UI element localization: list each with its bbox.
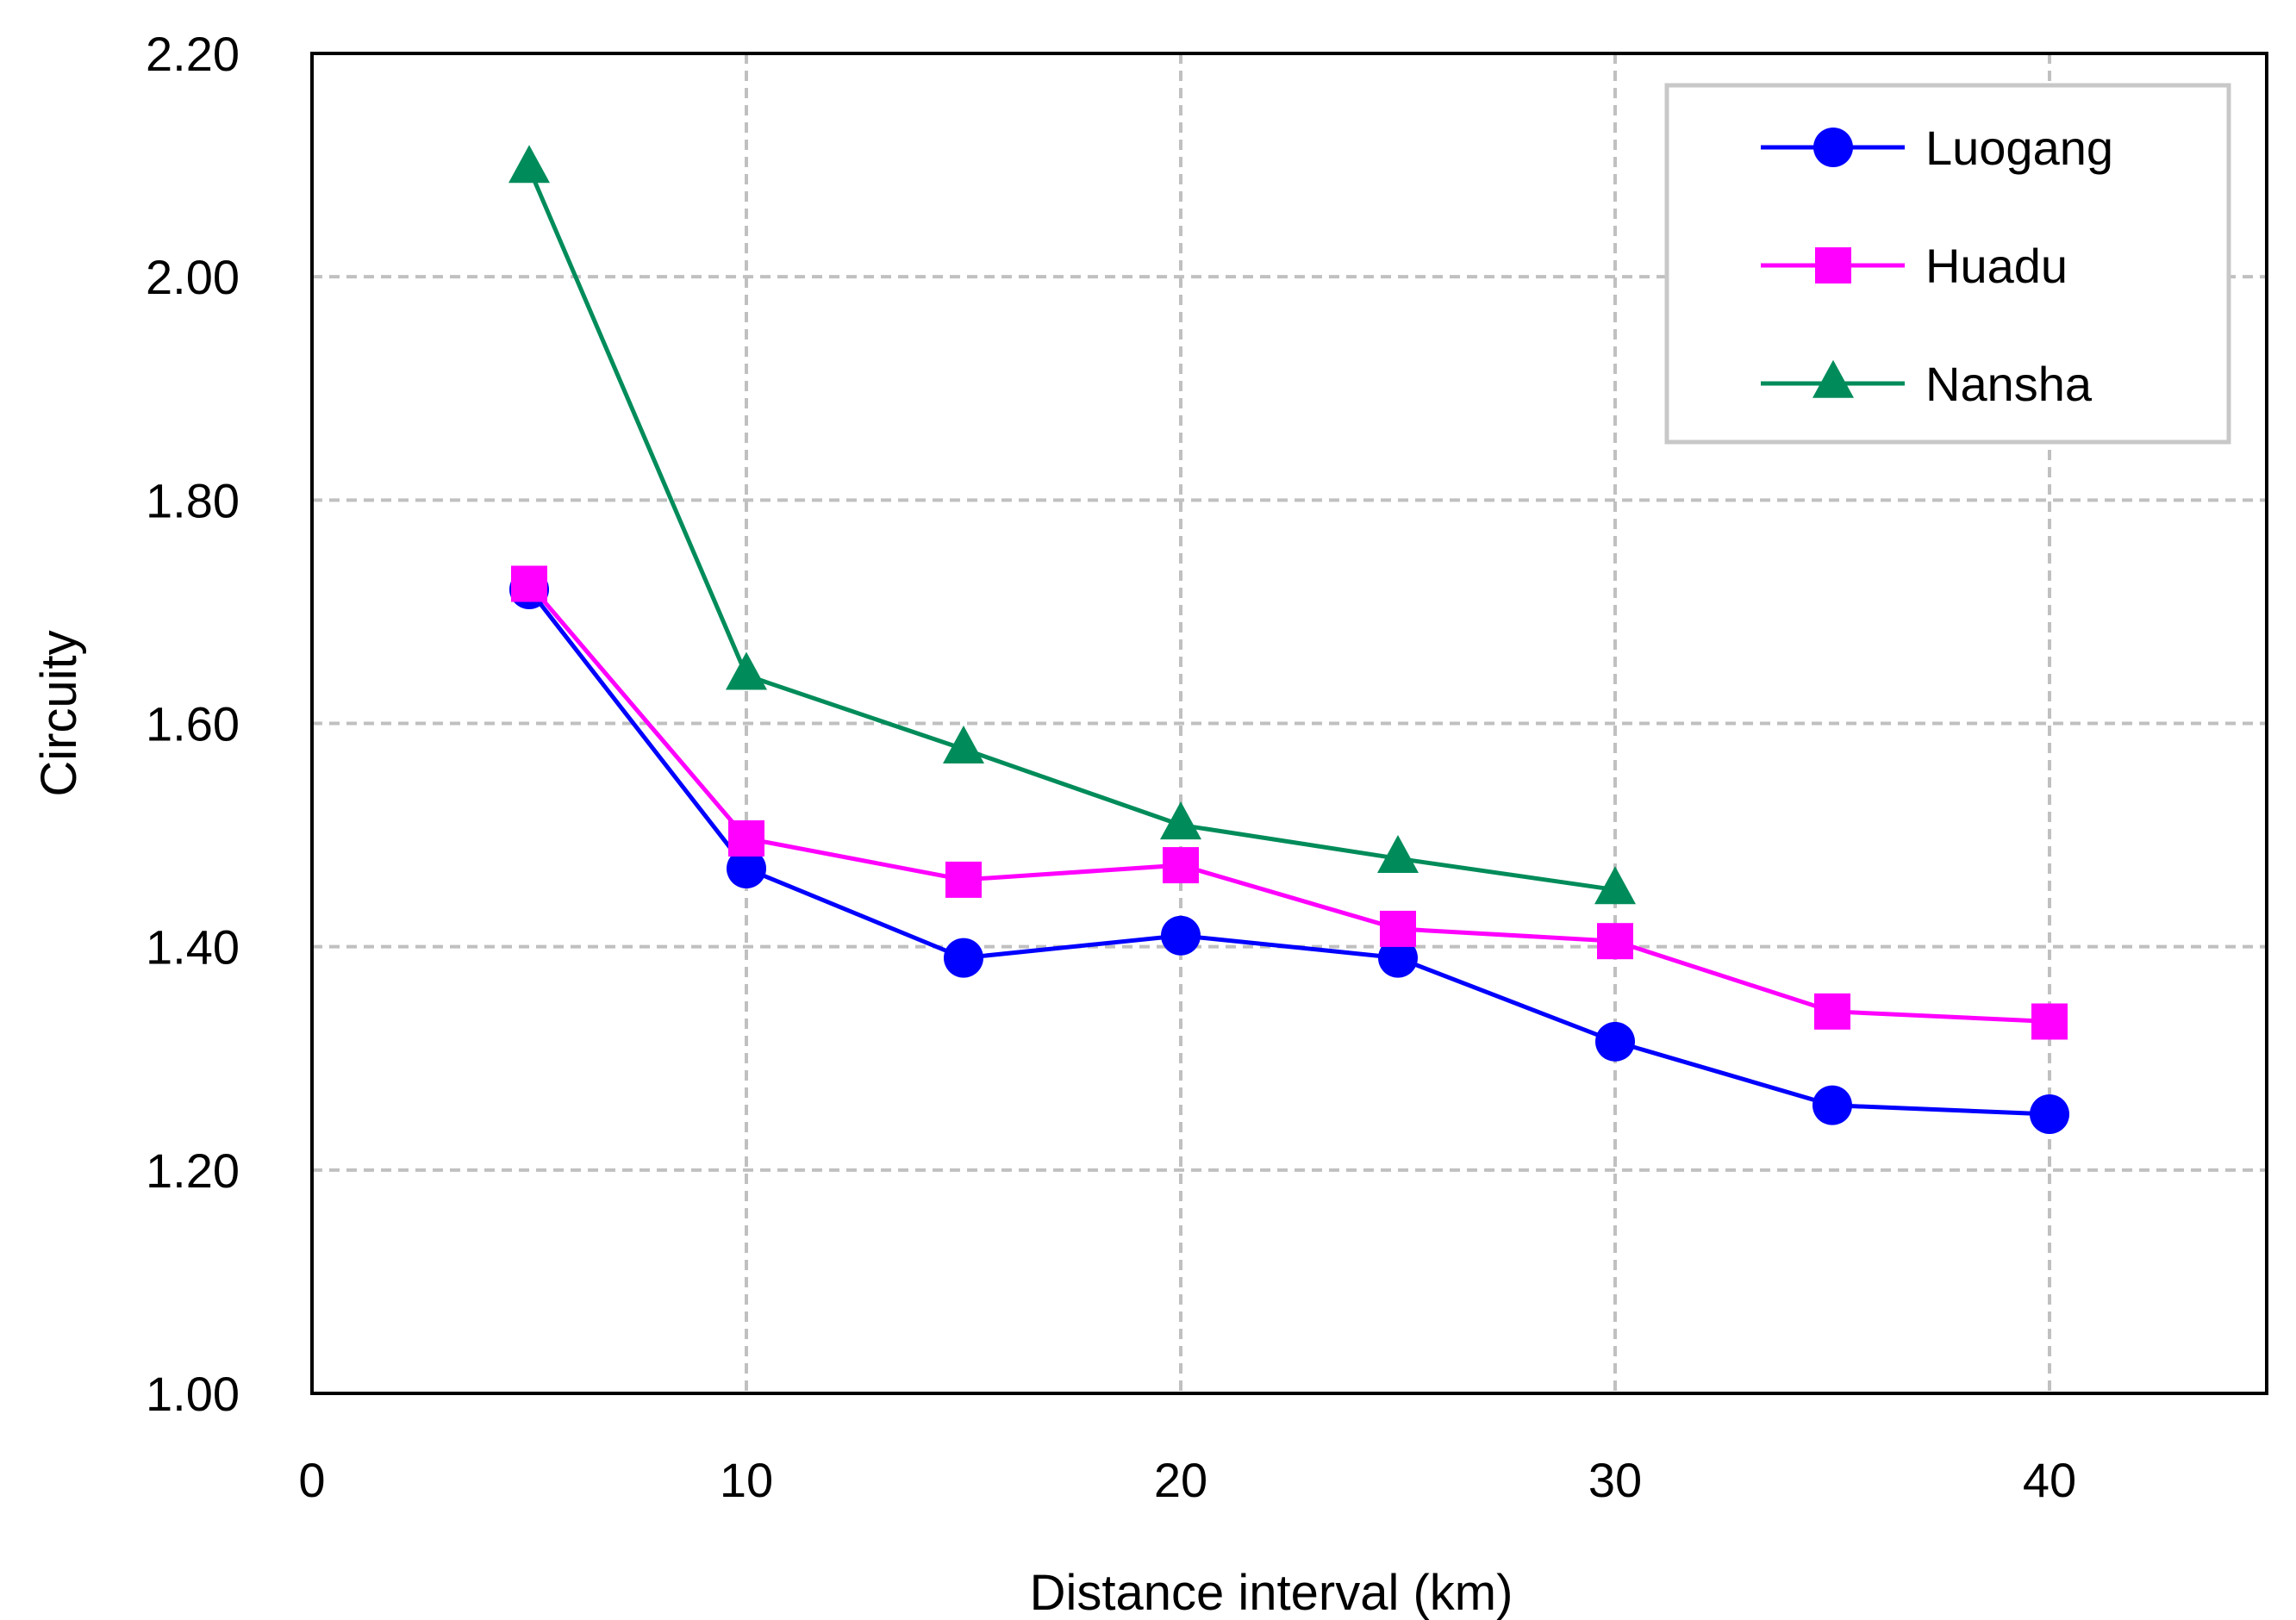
data-point-luogang: [1161, 915, 1201, 956]
series-line-huadu: [527, 582, 2050, 1024]
data-point-luogang: [944, 938, 983, 978]
data-point-huadu: [1597, 923, 1633, 960]
data-point-luogang: [2030, 1094, 2069, 1135]
x-tick-label: 20: [1154, 1453, 1207, 1507]
plot-area: [310, 52, 2268, 1395]
data-point-luogang: [727, 848, 766, 888]
legend-item-luogang: Luogang: [1761, 121, 2113, 175]
x-tick-label: 40: [2023, 1453, 2076, 1507]
y-axis-title: Circuity: [31, 630, 87, 796]
data-point-nansha: [508, 145, 550, 184]
data-point-nansha: [943, 726, 984, 764]
legend-label: Nansha: [1925, 357, 2093, 411]
y-tick-label: 1.00: [146, 1367, 240, 1421]
legend-label: Huadu: [1925, 239, 2068, 293]
data-point-huadu: [1380, 910, 1416, 947]
data-point-huadu: [511, 565, 547, 602]
series-nansha: [508, 145, 1636, 905]
data-point-huadu: [1163, 847, 1199, 884]
legend-marker-circle: [1813, 128, 1853, 167]
data-point-nansha: [1594, 866, 1636, 905]
series-layer: [508, 145, 2069, 1135]
data-point-huadu: [728, 819, 764, 857]
series-huadu: [511, 565, 2068, 1040]
data-point-huadu: [945, 861, 982, 898]
series-line-nansha: [527, 167, 1616, 893]
data-point-nansha: [1160, 801, 1201, 840]
data-point-luogang: [1812, 1085, 1852, 1125]
y-tick-label: 1.60: [146, 697, 240, 751]
legend-item-nansha: Nansha: [1761, 357, 2093, 411]
legend-marker-triangle: [1812, 359, 1854, 398]
y-tick-label: 1.80: [146, 473, 240, 527]
x-tick-label: 0: [298, 1453, 325, 1507]
y-axis-ticks: 1.00 1.20 1.40 1.60 1.80 2.00 2.20: [146, 27, 240, 1421]
x-axis-title: Distance interval (km): [1030, 1565, 1513, 1620]
x-tick-label: 30: [1588, 1453, 1642, 1507]
data-point-nansha: [1377, 835, 1419, 874]
y-tick-label: 1.20: [146, 1143, 240, 1198]
legend: Luogang Huadu Nansha: [1664, 83, 2231, 445]
legend-box: [1664, 83, 2231, 445]
y-tick-label: 2.00: [146, 250, 240, 304]
plot-border: [310, 52, 2268, 1395]
data-point-huadu: [1814, 993, 1850, 1030]
data-point-nansha: [726, 651, 767, 690]
y-tick-label: 2.20: [146, 27, 240, 81]
legend-label: Luogang: [1925, 121, 2113, 175]
data-point-luogang: [1378, 938, 1418, 978]
y-tick-label: 1.40: [146, 920, 240, 975]
data-point-huadu: [2031, 1003, 2068, 1040]
x-axis-ticks: 0 10 20 30 40: [298, 1453, 2076, 1507]
series-line-luogang: [527, 588, 2050, 1117]
legend-item-huadu: Huadu: [1761, 239, 2068, 293]
legend-marker-square: [1815, 247, 1851, 284]
x-tick-label: 10: [720, 1453, 773, 1507]
data-point-luogang: [1595, 1021, 1635, 1062]
